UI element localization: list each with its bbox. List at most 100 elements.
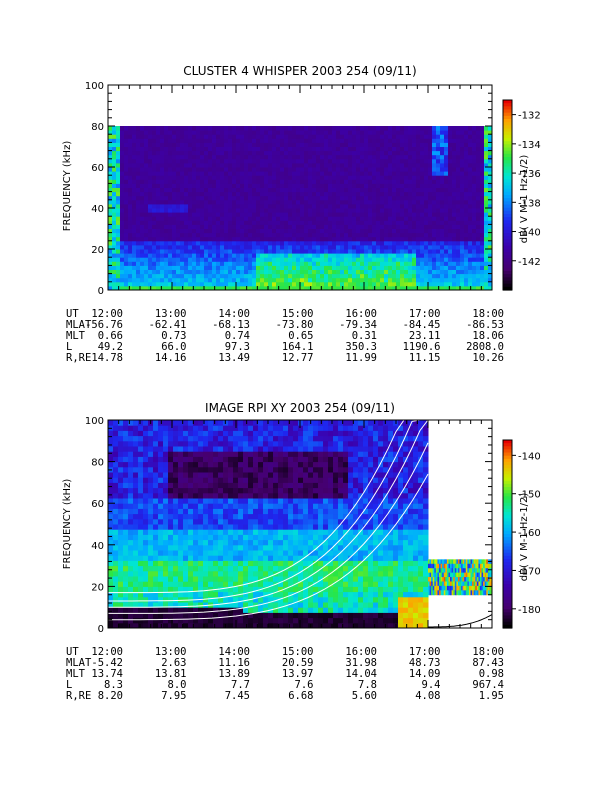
heatmap-cell — [344, 203, 349, 209]
heatmap-cell — [308, 212, 313, 217]
colorbar-swatch — [503, 277, 512, 282]
heatmap-cell — [172, 228, 177, 234]
heatmap-cell — [198, 508, 204, 515]
heatmap-cell — [272, 273, 277, 279]
heatmap-cell — [148, 612, 154, 619]
heatmap-cell — [464, 146, 469, 152]
heatmap-cell — [376, 142, 381, 147]
heatmap-cell — [472, 130, 477, 135]
heatmap-cell — [368, 216, 373, 221]
heatmap-cell — [320, 158, 325, 164]
heatmap-cell — [264, 269, 269, 275]
heatmap-cell — [316, 224, 321, 229]
heatmap-cell — [292, 158, 297, 164]
heatmap-cell — [444, 208, 449, 213]
heatmap-cell — [428, 203, 433, 209]
colorbar-swatch — [503, 147, 512, 152]
heatmap-cell — [284, 191, 289, 197]
heatmap-cell — [296, 162, 301, 168]
heatmap-cell — [138, 607, 144, 613]
heatmap-cell — [292, 154, 297, 160]
heatmap-cell — [288, 257, 293, 262]
heatmap-cell — [332, 146, 337, 152]
heatmap-cell — [212, 265, 217, 270]
heatmap-cell — [408, 138, 413, 143]
heatmap-cell — [452, 265, 457, 270]
heatmap-cell — [213, 524, 219, 530]
heatmap-cell — [436, 236, 441, 242]
heatmap-cell — [328, 273, 333, 279]
heatmap-cell — [376, 138, 381, 143]
heatmap-cell — [153, 466, 159, 473]
heatmap-cell — [332, 224, 337, 229]
heatmap-cell — [180, 236, 185, 242]
heatmap-cell — [163, 451, 169, 457]
heatmap-cell — [460, 191, 465, 197]
heatmap-cell — [133, 534, 139, 541]
heatmap-cell — [132, 232, 137, 238]
heatmap-cell — [160, 253, 165, 258]
heatmap-cell — [232, 150, 237, 156]
heatmap-cell — [140, 138, 145, 143]
heatmap-cell — [392, 167, 397, 172]
heatmap-cell — [153, 524, 159, 530]
colorbar-swatch — [503, 115, 512, 120]
heatmap-cell — [276, 187, 281, 193]
heatmap-cell — [116, 232, 121, 238]
heatmap-cell — [472, 240, 477, 246]
heatmap-cell — [192, 265, 197, 270]
heatmap-cell — [396, 183, 401, 188]
heatmap-cell — [148, 224, 153, 229]
heatmap-cell — [218, 591, 224, 598]
heatmap-cell — [316, 203, 321, 209]
heatmap-cell — [388, 228, 393, 234]
heatmap-cell — [204, 158, 209, 164]
heatmap-cell — [292, 179, 297, 184]
heatmap-cell — [308, 261, 313, 266]
heatmap-cell — [232, 154, 237, 160]
heatmap-cell — [344, 212, 349, 217]
heatmap-cell — [472, 212, 477, 217]
heatmap-cell — [192, 249, 197, 254]
heatmap-cell — [218, 565, 224, 572]
heatmap-cell — [128, 285, 133, 291]
colorbar-swatch — [503, 267, 512, 272]
heatmap-cell — [248, 179, 253, 184]
heatmap-cell — [316, 220, 321, 225]
heatmap-cell — [304, 199, 309, 205]
heatmap-cell — [108, 544, 114, 551]
heatmap-cell — [208, 191, 213, 197]
heatmap-cell — [152, 191, 157, 197]
heatmap-cell — [320, 257, 325, 262]
heatmap-cell — [204, 273, 209, 279]
heatmap-cell — [213, 622, 219, 629]
table-cell: 14.16 — [155, 352, 187, 364]
heatmap-cell — [204, 244, 209, 250]
heatmap-cell — [144, 216, 149, 221]
heatmap-cell — [384, 130, 389, 135]
heatmap-cell — [168, 216, 173, 221]
heatmap-cell — [208, 466, 214, 473]
heatmap-cell — [203, 586, 209, 593]
heatmap-cell — [368, 228, 373, 234]
heatmap-cell — [460, 277, 465, 283]
heatmap-cell — [160, 269, 165, 275]
heatmap-cell — [193, 570, 199, 577]
heatmap-cell — [200, 277, 205, 283]
heatmap-cell — [240, 240, 245, 246]
heatmap-cell — [128, 492, 134, 499]
heatmap-cell — [396, 265, 401, 270]
heatmap-cell — [144, 146, 149, 152]
heatmap-cell — [484, 187, 489, 193]
heatmap-cell — [148, 261, 153, 266]
heatmap-cell — [428, 249, 433, 254]
heatmap-cell — [193, 456, 199, 463]
heatmap-cell — [444, 183, 449, 188]
heatmap-cell — [304, 195, 309, 201]
heatmap-cell — [320, 150, 325, 156]
colorbar-swatch — [503, 179, 512, 183]
heatmap-cell — [124, 199, 129, 205]
heatmap-cell — [108, 199, 113, 205]
heatmap-cell — [212, 167, 217, 172]
heatmap-cell — [484, 216, 489, 221]
